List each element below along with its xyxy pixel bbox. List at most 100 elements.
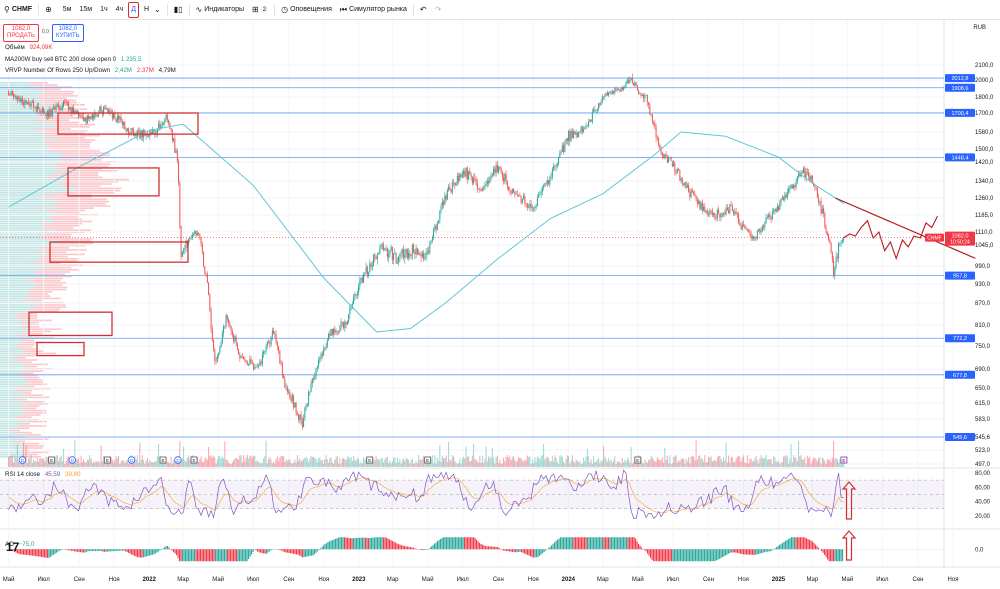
volume-profile-down-row <box>63 183 112 185</box>
volume-bar <box>459 458 461 467</box>
volume-bar <box>815 459 817 467</box>
highlight-box[interactable] <box>28 311 113 337</box>
volume-bar <box>476 461 478 467</box>
volume-bar <box>35 461 37 467</box>
rsi-legend[interactable]: RSI 14 close 45,59 39,80 <box>5 471 81 478</box>
earnings-marker[interactable] <box>48 456 56 464</box>
ao-histogram-bar <box>39 549 41 557</box>
dividend-marker[interactable] <box>174 456 182 464</box>
volume-bar <box>224 441 226 467</box>
ma-legend[interactable]: MA200W buy sell BTC 200 close open 0 1 2… <box>5 56 141 63</box>
candle-body <box>79 115 81 117</box>
bar-style-button[interactable]: ▮▯ <box>170 0 187 19</box>
price-chart[interactable]: 2100,02000,01800,01700,01580,01500,01420… <box>0 20 1000 589</box>
volume-bar <box>251 457 253 467</box>
earnings-marker[interactable] <box>190 456 198 464</box>
volume-bar <box>704 455 706 467</box>
candle-body <box>746 229 748 231</box>
earnings-marker[interactable] <box>366 456 374 464</box>
candle-body <box>78 111 80 117</box>
volume-bar <box>670 463 672 467</box>
layout-button[interactable]: ⊞ 2 <box>248 0 272 19</box>
candle-body <box>471 177 473 184</box>
undo-button[interactable]: ↶ <box>416 0 431 19</box>
earnings-marker[interactable] <box>159 456 167 464</box>
highlight-box[interactable] <box>67 167 160 197</box>
volume-bar <box>613 460 615 467</box>
price-scale-label: 1500,0 <box>975 147 994 153</box>
ao-histogram-bar <box>99 549 101 551</box>
volume-bar <box>479 455 481 467</box>
earnings-marker[interactable] <box>634 456 642 464</box>
replay-button[interactable]: ⏮ Симулятор рынка <box>336 0 411 19</box>
ao-histogram-bar <box>555 540 557 550</box>
candle-body <box>290 397 292 401</box>
sell-button[interactable]: 1082,0 ПРОДАТЬ <box>3 24 39 42</box>
ma200-line[interactable] <box>8 123 845 333</box>
ao-histogram-bar <box>68 549 70 551</box>
volume-bar <box>421 459 423 467</box>
annotation-up-arrow[interactable] <box>841 481 857 520</box>
earnings-marker[interactable] <box>424 456 432 464</box>
candle-body <box>64 100 66 102</box>
trend-line[interactable] <box>835 197 976 259</box>
ao-histogram-bar <box>330 540 332 550</box>
candle-body <box>30 102 32 107</box>
volume-legend[interactable]: Объём 924,09K <box>5 44 53 51</box>
timeframe-1h[interactable]: 1ч <box>100 6 108 13</box>
dividend-marker[interactable] <box>68 456 77 464</box>
dividend-marker[interactable] <box>18 456 27 464</box>
timeframe-15m[interactable]: 15м <box>79 6 93 13</box>
dividend-marker[interactable] <box>127 456 136 464</box>
symbol-search[interactable]: ⚲ CHMF <box>0 0 36 19</box>
volume-bar <box>126 460 128 467</box>
ao-histogram-bar <box>834 549 836 562</box>
candle-body <box>633 82 635 86</box>
highlight-box[interactable] <box>57 112 199 135</box>
timeframe-5m[interactable]: 5м <box>62 6 72 13</box>
volume-bar <box>489 458 491 467</box>
ao-histogram-bar <box>194 549 196 562</box>
ao-legend[interactable]: AO −75,0 <box>5 541 34 548</box>
candle-body <box>731 205 733 211</box>
compare-button[interactable]: ⊕ <box>41 0 56 19</box>
ao-histogram-bar <box>173 549 175 553</box>
volume-profile-up-row <box>0 346 16 348</box>
timeframe-4h[interactable]: 4ч <box>115 6 124 13</box>
earnings-marker[interactable] <box>840 456 848 464</box>
timeframe-day[interactable]: Д <box>128 1 139 18</box>
ao-histogram-bar <box>345 537 347 550</box>
volume-profile-up-row <box>0 123 54 126</box>
indicators-icon: ∿ <box>195 5 203 14</box>
candle-body <box>685 182 687 188</box>
buy-button[interactable]: 1082,0 КУПИТЬ <box>52 24 84 42</box>
vrvp-legend[interactable]: VRVP Number Of Rows 250 Up/Down 2,42M 2,… <box>5 67 176 74</box>
candle-body <box>418 253 420 255</box>
volume-bar <box>384 458 386 467</box>
redo-button[interactable]: ↷ <box>431 0 446 19</box>
earnings-marker[interactable] <box>103 456 111 464</box>
highlight-box[interactable] <box>36 341 85 357</box>
candle-body <box>390 246 392 251</box>
annotation-up-arrow[interactable] <box>841 530 857 561</box>
candle-body <box>761 226 763 231</box>
highlight-box[interactable] <box>49 241 189 263</box>
indicators-button[interactable]: ∿ Индикаторы <box>192 0 249 19</box>
volume-profile-up-row <box>0 297 33 300</box>
timeframe-week[interactable]: Н <box>143 6 150 13</box>
alerts-button[interactable]: ◷ Оповещения <box>277 0 336 19</box>
ao-histogram-bar <box>17 549 19 554</box>
volume-bar <box>551 455 553 467</box>
ao-histogram-bar <box>767 549 769 552</box>
price-level-label: 772,2 <box>953 336 967 342</box>
chevron-down-icon[interactable]: ⌄ <box>154 5 161 14</box>
candle-body <box>538 195 540 198</box>
volume-profile-down-row <box>20 341 44 344</box>
candle-body <box>783 197 785 200</box>
candle-body <box>219 347 221 353</box>
candle-body <box>436 222 438 230</box>
volume-bar <box>698 455 700 467</box>
projection-path[interactable] <box>843 215 938 261</box>
chart-area[interactable]: 2100,0 2000,0 1800,0 1700,0 1580,0 1500,0 1420… <box>0 20 1000 589</box>
volume-bar <box>749 458 751 467</box>
